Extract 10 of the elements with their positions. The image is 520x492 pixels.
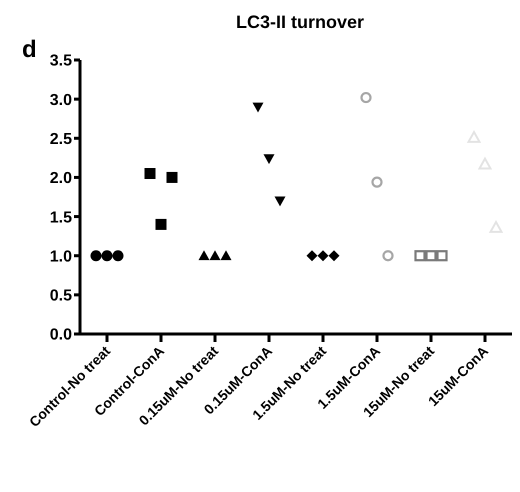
y-tick-label: 2.5	[50, 130, 72, 148]
y-tick-label: 2.0	[50, 170, 72, 188]
text: d	[22, 36, 37, 64]
y-tick-label: 1.0	[50, 248, 72, 266]
y-tick-label: 0.5	[50, 288, 72, 305]
y-tick-label: 3.0	[50, 92, 72, 109]
y-tick-label: 0.0	[50, 326, 72, 344]
chart-title: LC3-II turnover	[234, 12, 365, 33]
y-tick-label: 3.5	[50, 52, 72, 70]
y-tick-label: 1.5	[50, 209, 72, 226]
